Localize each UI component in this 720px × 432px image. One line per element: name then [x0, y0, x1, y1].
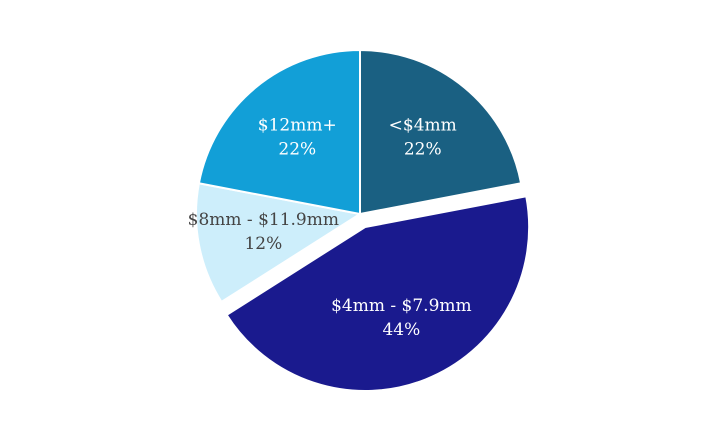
slice-value: 12% [244, 234, 282, 254]
slice-label: $12mm+ [258, 116, 337, 136]
pie-slice [225, 195, 531, 392]
slice-label: $4mm - $7.9mm [331, 296, 472, 316]
slice-value: 44% [382, 320, 420, 340]
pie-slice [359, 48, 523, 216]
slice-value: 22% [278, 140, 316, 160]
slice-label: $8mm - $11.9mm [188, 210, 339, 230]
pie-slice [195, 182, 363, 304]
slice-label: <$4mm [389, 116, 457, 136]
slice-value: 22% [404, 140, 442, 160]
pie-slice [197, 48, 361, 216]
